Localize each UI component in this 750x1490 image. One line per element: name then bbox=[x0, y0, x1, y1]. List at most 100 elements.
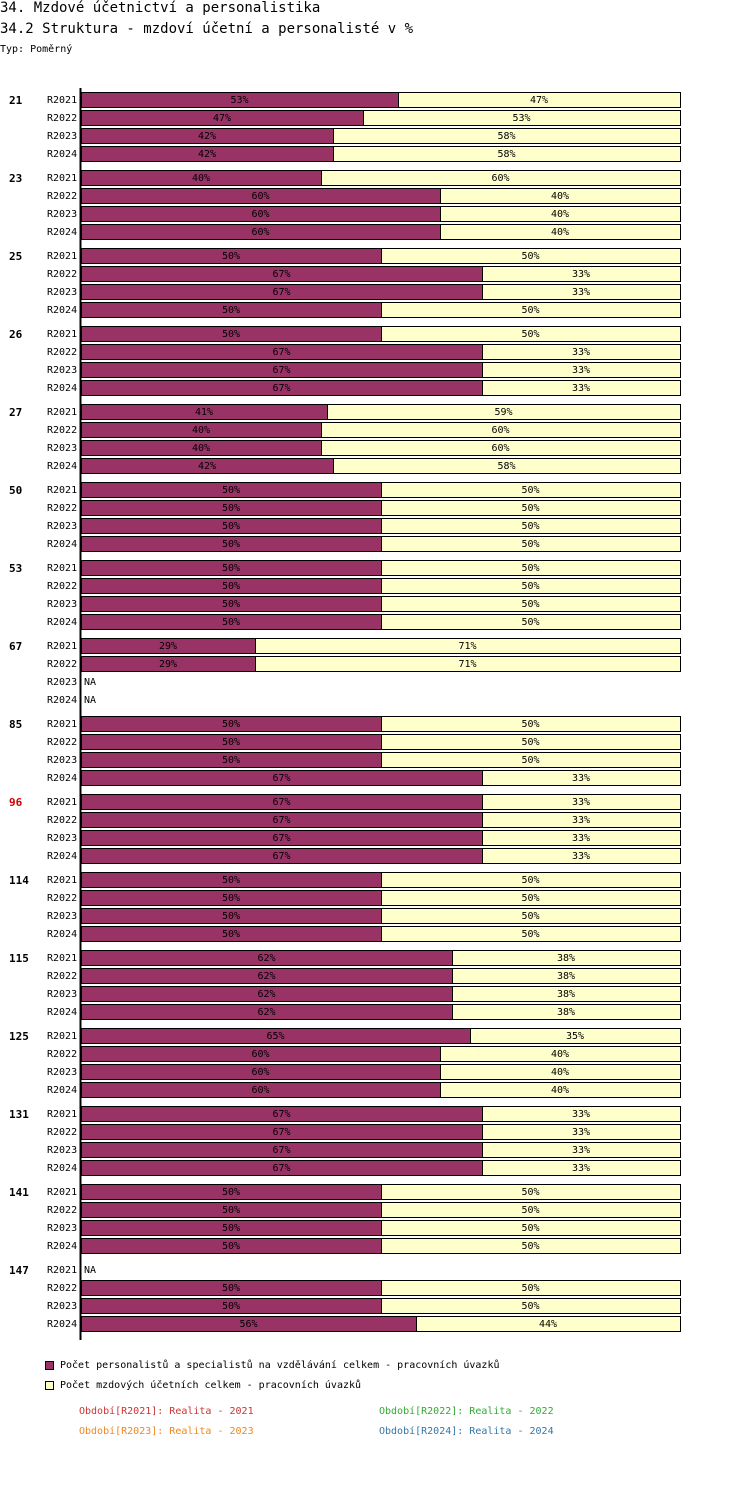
group-label: 26 bbox=[9, 328, 23, 341]
bar-segment-series2 bbox=[381, 908, 681, 924]
bar-segment-series2 bbox=[381, 578, 681, 594]
bar-segment-series2 bbox=[381, 926, 681, 942]
data-label-series1: 50% bbox=[222, 599, 240, 610]
data-label-series1: 50% bbox=[222, 893, 240, 904]
data-label-series1: 67% bbox=[272, 1145, 290, 1156]
data-label-series1: 67% bbox=[272, 269, 290, 280]
period-label: R2021 bbox=[47, 251, 77, 262]
group-label: 25 bbox=[9, 250, 22, 263]
bar-segment-series2 bbox=[482, 380, 681, 396]
bar-segment-series2 bbox=[482, 830, 681, 846]
data-label-series1: 29% bbox=[159, 659, 177, 670]
bar-segment-series2 bbox=[416, 1316, 681, 1332]
group-label: 147 bbox=[9, 1264, 29, 1277]
data-label-series2: 50% bbox=[521, 929, 539, 940]
data-label-series1: 67% bbox=[272, 773, 290, 784]
bar-segment-series2 bbox=[381, 536, 681, 552]
bar-segment-series2 bbox=[381, 596, 681, 612]
data-label-series2: 60% bbox=[491, 443, 509, 454]
period-label: R2024 bbox=[47, 461, 77, 472]
data-label-series2: 50% bbox=[521, 1187, 539, 1198]
data-label-series1: 50% bbox=[222, 911, 240, 922]
bar-segment-series2 bbox=[321, 170, 681, 186]
data-label-series1: 40% bbox=[192, 425, 210, 436]
data-label-series1: 50% bbox=[222, 719, 240, 730]
data-label-series1: 67% bbox=[272, 347, 290, 358]
data-label-series2: 50% bbox=[521, 539, 539, 550]
period-label: R2022 bbox=[47, 1127, 77, 1138]
data-label-series1: 50% bbox=[222, 563, 240, 574]
bar-segment-series2 bbox=[482, 362, 681, 378]
period-label: R2022 bbox=[47, 425, 77, 436]
data-label-series1: 40% bbox=[192, 173, 210, 184]
period-label: R2021 bbox=[47, 329, 77, 340]
data-label-series2: 50% bbox=[521, 1283, 539, 1294]
period-label: R2022 bbox=[47, 581, 77, 592]
bar-segment-series2 bbox=[321, 422, 681, 438]
period-label: R2022 bbox=[47, 113, 77, 124]
data-label-series1: 67% bbox=[272, 1127, 290, 1138]
data-label-series1: 60% bbox=[251, 1085, 269, 1096]
data-label-series1: 50% bbox=[222, 485, 240, 496]
data-label-series2: 47% bbox=[530, 95, 548, 106]
data-label-series1: 50% bbox=[222, 1283, 240, 1294]
data-label-series2: 50% bbox=[521, 485, 539, 496]
data-label-series1: 62% bbox=[257, 1007, 275, 1018]
period-label: R2021 bbox=[47, 563, 77, 574]
period-label: R2024 bbox=[47, 1241, 77, 1252]
data-label-series2: 50% bbox=[521, 563, 539, 574]
na-label: NA bbox=[84, 1265, 96, 1276]
bar-segment-series2 bbox=[482, 848, 681, 864]
period-label: R2023 bbox=[47, 599, 77, 610]
period-label: R2021 bbox=[47, 719, 77, 730]
data-label-series1: 50% bbox=[222, 1301, 240, 1312]
data-label-series2: 33% bbox=[572, 347, 590, 358]
period-label: R2021 bbox=[47, 1109, 77, 1120]
group-label: 53 bbox=[9, 562, 22, 575]
data-label-series1: 67% bbox=[272, 797, 290, 808]
data-label-series1: 50% bbox=[222, 251, 240, 262]
bar-segment-series2 bbox=[381, 560, 681, 576]
data-label-series2: 50% bbox=[521, 305, 539, 316]
bar-segment-series2 bbox=[482, 770, 681, 786]
data-label-series2: 50% bbox=[521, 1223, 539, 1234]
bar-segment-series2 bbox=[470, 1028, 681, 1044]
period-label: R2023 bbox=[47, 833, 77, 844]
period-label: R2024 bbox=[47, 695, 77, 706]
data-label-series1: 50% bbox=[222, 1187, 240, 1198]
bar-segment-series2 bbox=[398, 92, 681, 108]
data-label-series2: 40% bbox=[551, 1049, 569, 1060]
chart-subtitle: 34.2 Struktura - mzdoví účetní a persona… bbox=[0, 21, 414, 37]
bar-segment-series2 bbox=[333, 458, 681, 474]
period-label: R2024 bbox=[47, 1007, 77, 1018]
bar-segment-series2 bbox=[482, 1160, 681, 1176]
legend-swatch-series2 bbox=[45, 1381, 54, 1390]
data-label-series1: 50% bbox=[222, 875, 240, 886]
data-label-series1: 50% bbox=[222, 755, 240, 766]
bar-segment-series2 bbox=[381, 1238, 681, 1254]
bar-segment-series2 bbox=[381, 1280, 681, 1296]
period-label: R2023 bbox=[47, 911, 77, 922]
na-label: NA bbox=[84, 677, 96, 688]
data-label-series2: 33% bbox=[572, 797, 590, 808]
data-label-series2: 71% bbox=[458, 641, 476, 652]
group-label: 115 bbox=[9, 952, 29, 965]
bar-segment-series2 bbox=[381, 890, 681, 906]
bar-segment-series2 bbox=[381, 518, 681, 534]
data-label-series2: 59% bbox=[494, 407, 512, 418]
period-label: R2023 bbox=[47, 521, 77, 532]
bar-segment-series2 bbox=[381, 1220, 681, 1236]
data-label-series1: 67% bbox=[272, 287, 290, 298]
data-label-series2: 33% bbox=[572, 365, 590, 376]
data-label-series1: 50% bbox=[222, 1223, 240, 1234]
bar-segment-series2 bbox=[381, 752, 681, 768]
data-label-series1: 29% bbox=[159, 641, 177, 652]
data-label-series2: 33% bbox=[572, 1127, 590, 1138]
bar-segment-series2 bbox=[381, 872, 681, 888]
period-label: R2022 bbox=[47, 815, 77, 826]
period-label: R2021 bbox=[47, 173, 77, 184]
stacked-bar-chart: R2021 53% 47%R2022 47% 53%R2023 42% 58%R2024 42… bbox=[9, 88, 681, 1340]
data-label-series2: 38% bbox=[557, 989, 575, 1000]
data-label-series1: 50% bbox=[222, 539, 240, 550]
data-label-series2: 40% bbox=[551, 1067, 569, 1078]
